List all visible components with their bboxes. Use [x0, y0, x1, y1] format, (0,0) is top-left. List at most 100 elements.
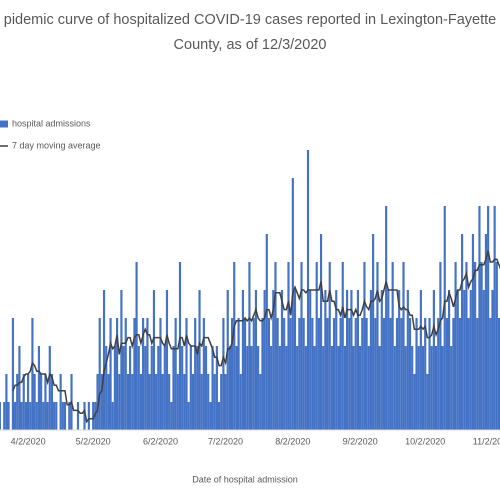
bar	[372, 234, 375, 430]
bar	[463, 290, 466, 430]
bar	[408, 318, 412, 430]
bar	[315, 262, 318, 430]
bar	[50, 374, 54, 430]
bar	[87, 402, 90, 430]
bar	[152, 290, 156, 430]
x-tick-label: 10/2/2020	[405, 436, 445, 446]
bar	[419, 290, 422, 430]
x-tick-label: 9/2/2020	[343, 436, 378, 446]
bar	[215, 346, 218, 430]
bar	[296, 346, 299, 430]
bar	[100, 374, 103, 430]
bar	[313, 346, 316, 430]
bar	[497, 318, 500, 430]
bar	[35, 402, 38, 430]
bar	[68, 402, 71, 430]
bar	[230, 318, 234, 430]
bar	[33, 374, 36, 430]
bar	[31, 318, 34, 430]
bar	[389, 318, 392, 430]
bar	[165, 290, 169, 430]
bar	[113, 346, 116, 430]
bar	[239, 374, 242, 430]
bar	[267, 318, 271, 430]
bar	[252, 318, 255, 430]
bar	[131, 374, 134, 430]
bar	[437, 318, 440, 430]
bar	[482, 290, 485, 430]
bar	[298, 318, 301, 430]
bar	[421, 346, 425, 430]
bar	[159, 318, 162, 430]
bar	[417, 346, 420, 430]
bar	[150, 346, 153, 430]
bar	[474, 262, 477, 430]
bar	[467, 318, 470, 430]
bar	[367, 346, 370, 430]
bar	[204, 346, 208, 430]
bar	[0, 402, 1, 430]
bar	[445, 318, 448, 430]
x-tick-label: 4/2/2020	[11, 436, 46, 446]
bar	[354, 318, 357, 430]
bar	[270, 346, 273, 430]
bar	[222, 318, 225, 430]
bar	[157, 346, 160, 430]
bar	[178, 262, 182, 430]
x-tick-label: 6/2/2020	[143, 436, 178, 446]
bar	[92, 402, 95, 430]
bar	[237, 318, 240, 430]
bar	[207, 374, 210, 430]
bar	[276, 318, 279, 430]
bar	[452, 318, 455, 430]
x-tick-label: 8/2/2020	[275, 436, 310, 446]
bar	[322, 346, 325, 430]
bar	[27, 374, 30, 430]
bar	[146, 318, 149, 430]
moving-average-line	[12, 250, 500, 424]
bar	[133, 318, 136, 430]
bar	[456, 290, 459, 430]
bar	[484, 234, 488, 430]
bar	[142, 318, 145, 430]
bar	[311, 318, 314, 430]
x-tick-label: 5/2/2020	[76, 436, 111, 446]
bar	[211, 346, 214, 430]
bar	[495, 262, 498, 430]
bar	[42, 402, 45, 430]
bar	[352, 346, 355, 430]
bar	[426, 374, 429, 430]
bar	[350, 290, 353, 430]
bar	[185, 318, 188, 430]
bar	[246, 346, 249, 430]
bar	[122, 346, 125, 430]
bar	[22, 374, 25, 430]
bar	[380, 290, 383, 430]
bar	[48, 346, 51, 430]
bar	[487, 206, 490, 430]
bar	[395, 318, 399, 430]
bar	[44, 374, 47, 430]
bar	[391, 262, 394, 430]
bar	[365, 318, 368, 430]
bar	[18, 346, 21, 430]
bar	[118, 374, 121, 430]
bar	[257, 346, 260, 430]
bar	[402, 262, 405, 430]
bar	[478, 206, 481, 430]
bar	[120, 290, 123, 430]
bar	[328, 262, 331, 430]
bar	[428, 318, 431, 430]
bar	[326, 318, 329, 430]
bar	[161, 374, 164, 430]
bar	[261, 318, 264, 430]
bar	[24, 402, 28, 430]
bar	[40, 374, 43, 430]
bar	[181, 346, 184, 430]
bar	[476, 318, 479, 430]
bar	[330, 346, 333, 430]
bar	[20, 402, 23, 430]
bar	[59, 374, 62, 430]
bar	[415, 318, 418, 430]
bar	[3, 402, 6, 430]
